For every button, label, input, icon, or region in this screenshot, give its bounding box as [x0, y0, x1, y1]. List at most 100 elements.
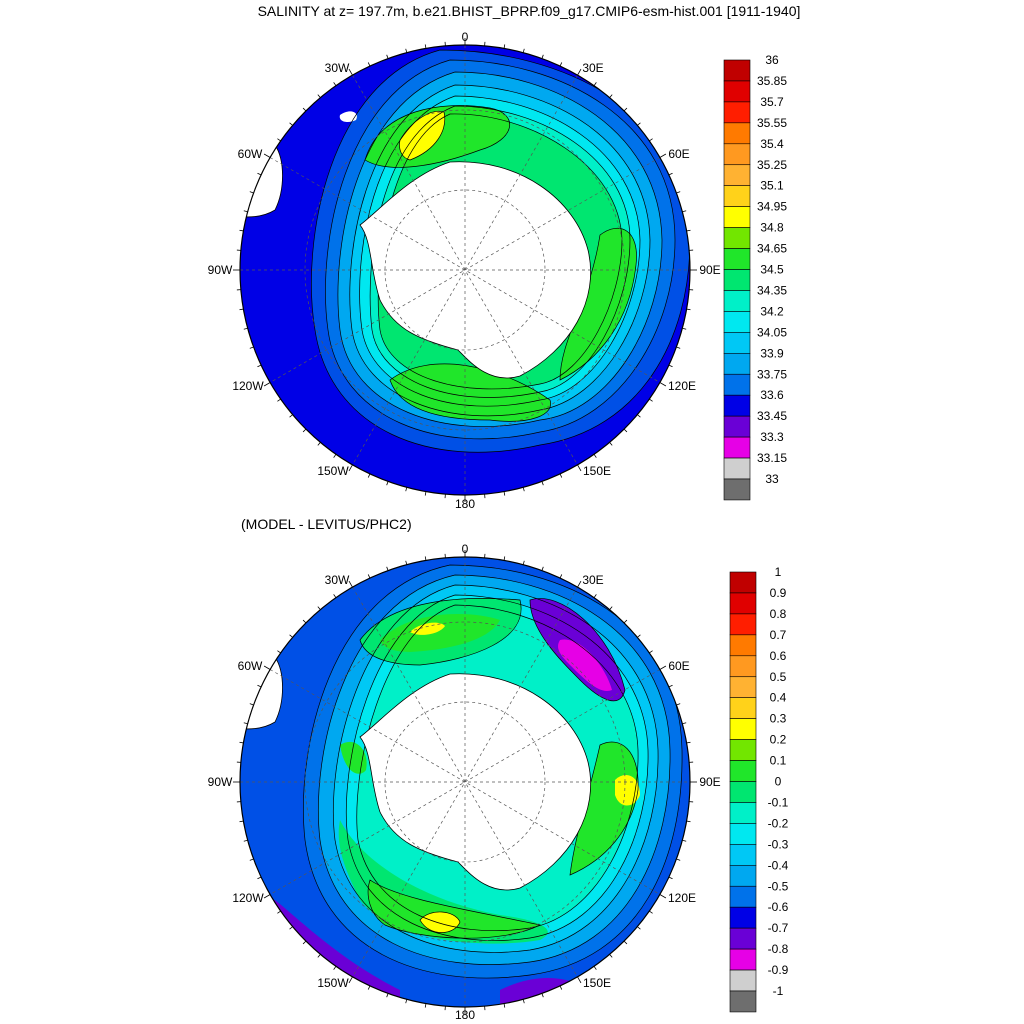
lon-label: 150E: [583, 464, 611, 478]
boundary-tick: [277, 398, 281, 402]
boundary-tick: [503, 556, 506, 561]
colorbar-label: -0.3: [768, 837, 789, 851]
boundary-tick: [289, 122, 293, 126]
boundary-tick: [386, 993, 389, 998]
colorbar-label: 35.25: [757, 158, 787, 172]
colorbar-swatch: [723, 269, 751, 291]
lon-label: 0: [462, 30, 469, 44]
boundary-tick: [289, 414, 293, 418]
boundary-tick: [257, 684, 262, 688]
colorbar-label: -0.6: [768, 900, 789, 914]
colorbar-label: 34.35: [757, 283, 787, 297]
boundary-tick: [593, 454, 597, 458]
boundary-tick: [405, 48, 408, 53]
colorbar-swatch: [723, 352, 751, 375]
boundary-tick: [682, 722, 687, 725]
boundary-tick: [637, 414, 641, 418]
boundary-tick: [277, 138, 281, 142]
colorbar-label: 0.7: [770, 628, 787, 642]
boundary-tick: [609, 94, 613, 98]
colorbar-swatch: [729, 655, 757, 678]
boundary-tick: [263, 153, 271, 158]
boundary-tick: [277, 910, 281, 914]
boundary-tick: [257, 172, 262, 176]
longitude-labels-top: 0 30E 60E 90E 120E 150E 180 150W 120W 90…: [208, 30, 721, 511]
colorbar-swatch: [723, 436, 751, 459]
boundary-tick: [386, 481, 389, 486]
colorbar-label: 33.75: [757, 367, 787, 381]
colorbar-swatch: [729, 613, 757, 636]
boundary-tick: [317, 94, 321, 98]
longitude-labels-bottom: 0 30E 60E 90E 120E 150E 180 150W 120W 90…: [208, 542, 721, 1022]
salinity-map: 0 30E 60E 90E 120E 150E 180 150W 120W 90…: [208, 30, 721, 511]
difference-map: 0 30E 60E 90E 120E 150E 180 150W 120W 90…: [208, 542, 721, 1022]
boundary-tick: [317, 442, 321, 446]
colorbar-swatch: [723, 122, 751, 145]
boundary-tick: [623, 428, 628, 433]
boundary-tick: [333, 454, 337, 458]
lon-label: 120E: [668, 379, 696, 393]
colorbar-label: 0: [775, 775, 782, 789]
lon-label: 90E: [699, 263, 720, 277]
colorbar-label: 33.45: [757, 409, 787, 423]
boundary-tick: [333, 966, 337, 970]
colorbar-swatch: [729, 885, 757, 908]
boundary-tick: [637, 926, 641, 930]
lon-label: 180: [455, 1008, 475, 1022]
boundary-tick: [623, 619, 628, 624]
lon-label: 90W: [208, 263, 233, 277]
boundary-tick: [668, 684, 673, 688]
boundary-tick: [559, 62, 563, 67]
boundary-tick: [367, 985, 371, 990]
colorbar-label: 0.6: [770, 649, 787, 663]
boundary-tick: [686, 229, 691, 232]
colorbar-label: 0.5: [770, 670, 787, 684]
boundary-tick: [541, 566, 544, 571]
colorbar-swatch: [729, 990, 757, 1013]
lon-label: 90E: [699, 775, 720, 789]
boundary-tick: [424, 556, 427, 561]
boundary-tick: [405, 999, 408, 1004]
colorbar-label: 34.8: [760, 221, 784, 235]
colorbar-swatch: [729, 802, 757, 824]
colorbar-top: 36 35.85 35.7 35.55 35.4 35.25 35.1 34.95 34.8 34…: [723, 53, 787, 501]
lon-label: 90W: [208, 775, 233, 789]
colorbar-swatch: [729, 781, 757, 803]
colorbar-swatch: [729, 906, 757, 929]
boundary-tick: [243, 839, 248, 842]
boundary-tick: [239, 308, 244, 311]
colorbar-label: 34.95: [757, 200, 787, 214]
boundary-tick: [649, 910, 653, 914]
colorbar-label: -0.8: [768, 942, 789, 956]
boundary-tick: [659, 665, 667, 670]
colorbar-swatch: [729, 718, 757, 740]
colorbar-swatch: [723, 59, 751, 82]
colorbar-swatch: [723, 206, 751, 228]
colorbar-swatch: [723, 101, 751, 124]
boundary-tick: [302, 107, 307, 112]
boundary-tick: [668, 172, 673, 176]
colorbar-swatch: [723, 373, 751, 396]
boundary-tick: [333, 594, 337, 598]
panel-subtitle: (MODEL - LEVITUS/PHC2): [241, 516, 412, 532]
colorbar-label: 35.1: [760, 179, 784, 193]
colorbar-swatch: [723, 80, 751, 103]
boundary-tick: [249, 858, 254, 861]
lon-label: 30E: [582, 61, 603, 75]
boundary-tick: [577, 580, 582, 588]
boundary-tick: [522, 999, 525, 1004]
boundary-tick: [249, 191, 254, 194]
colorbar-label: 0.1: [770, 754, 787, 768]
colorbar-swatch: [723, 332, 751, 354]
boundary-tick: [577, 68, 582, 76]
boundary-tick: [668, 364, 673, 368]
lon-label: 150W: [317, 976, 349, 990]
boundary-tick: [676, 703, 681, 706]
boundary-tick: [649, 398, 653, 402]
boundary-tick: [424, 491, 427, 496]
boundary-tick: [405, 487, 408, 492]
boundary-tick: [289, 634, 293, 638]
colorbar-swatch: [729, 844, 757, 866]
lon-label: 0: [462, 542, 469, 556]
boundary-tick: [302, 940, 307, 945]
